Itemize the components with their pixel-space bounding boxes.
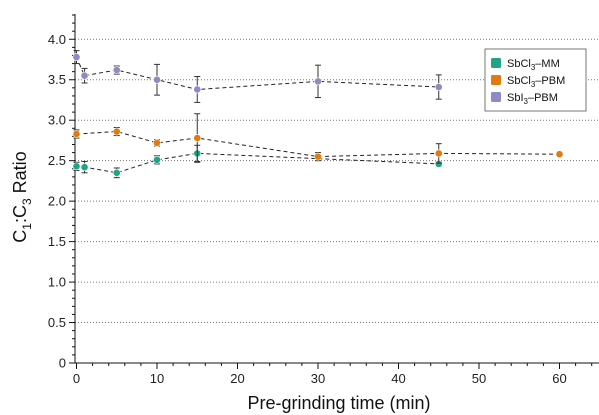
data-point [434, 149, 443, 158]
x-tick-label: 10 [150, 371, 164, 386]
x-tick-label: 30 [311, 371, 325, 386]
data-point [434, 83, 443, 91]
data-point [555, 150, 564, 159]
y-tick-label: 2.0 [48, 194, 66, 209]
series-SbI3–PBM [72, 50, 443, 103]
data-point [153, 155, 161, 164]
data-point [72, 162, 81, 171]
legend-label: SbCl3–PBM [507, 75, 565, 89]
series-SbCl3–PBM [72, 113, 564, 164]
legend-swatch [491, 58, 501, 68]
legend-swatch [491, 92, 501, 102]
x-tick-label: 0 [73, 371, 80, 386]
y-axis-title: C1:C3 Ratio [10, 151, 34, 242]
y-tick-label: 1.5 [48, 234, 66, 249]
x-tick-label: 50 [472, 371, 486, 386]
series-line [76, 152, 439, 174]
data-point [193, 85, 202, 94]
series-line [76, 56, 439, 91]
y-tick-label: 0.5 [48, 315, 66, 330]
data-point [72, 53, 81, 61]
data-point [314, 77, 322, 86]
x-tick-label: 40 [391, 371, 405, 386]
legend-swatch [491, 75, 501, 85]
legend-label: SbCl3–MM [507, 58, 560, 72]
y-axis-ticks: 0 0.5 1.0 1.5 2.0 2.5 3.0 3.5 4.0 [48, 14, 75, 371]
data-point [112, 66, 121, 74]
data-point [112, 127, 121, 136]
data-point [153, 138, 161, 147]
data-point [72, 130, 81, 138]
y-tick-label: 2.5 [48, 153, 66, 168]
x-tick-label: 60 [552, 371, 566, 386]
y-tick-label: 4.0 [48, 32, 66, 47]
y-tick-label: 0 [59, 356, 66, 371]
legend-box [484, 48, 587, 112]
data-point [314, 152, 322, 161]
y-tick-label: 3.0 [48, 113, 66, 128]
x-axis-ticks: 0 10 20 30 40 50 60 [73, 363, 593, 386]
x-tick-label: 20 [230, 371, 244, 386]
data-point [80, 163, 89, 172]
data-point [112, 168, 121, 177]
data-point [153, 75, 161, 84]
data-point [193, 134, 202, 142]
series-layer [72, 50, 564, 179]
y-tick-label: 1.0 [48, 275, 66, 290]
data-point [80, 71, 89, 80]
grid-lines [75, 38, 598, 324]
x-axis-title: Pre-grinding time (min) [247, 393, 430, 413]
legend: SbCl3–MM SbCl3–PBM SbI3–PBM [484, 48, 587, 112]
series-SbCl3–MM [72, 144, 443, 179]
y-tick-label: 3.5 [48, 72, 66, 87]
legend-label: SbI3–PBM [507, 92, 558, 106]
